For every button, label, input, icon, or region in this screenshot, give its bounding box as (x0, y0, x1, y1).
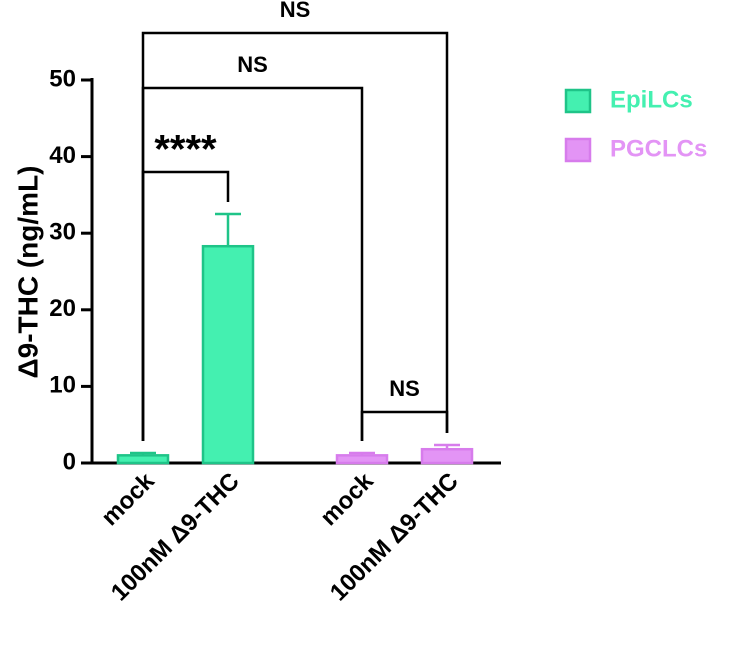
significance-label: NS (237, 52, 268, 77)
y-tick-label: 20 (49, 295, 76, 322)
x-tick-label: mock (315, 467, 379, 531)
bar (116, 454, 170, 465)
significance-bracket (360, 410, 449, 442)
y-tick-label: 50 (49, 65, 76, 92)
significance-label: **** (154, 128, 217, 172)
legend-swatch (564, 88, 592, 114)
y-axis-label: Δ9-THC (ng/mL) (12, 166, 43, 379)
y-tick-label: 10 (49, 372, 76, 399)
legend-swatch (564, 137, 592, 163)
y-tick-label: 0 (63, 448, 76, 475)
bar (335, 454, 389, 465)
significance-bracket (141, 31, 449, 442)
y-tick-label: 40 (49, 142, 76, 169)
y-tick-label: 30 (49, 219, 76, 246)
significance-label: NS (389, 376, 420, 401)
significance-label: NS (280, 0, 311, 22)
bar (201, 244, 255, 465)
bar (420, 447, 474, 465)
x-tick-label: mock (96, 467, 160, 531)
legend-label: PGCLCs (610, 135, 707, 162)
legend-label: EpiLCs (610, 86, 693, 113)
